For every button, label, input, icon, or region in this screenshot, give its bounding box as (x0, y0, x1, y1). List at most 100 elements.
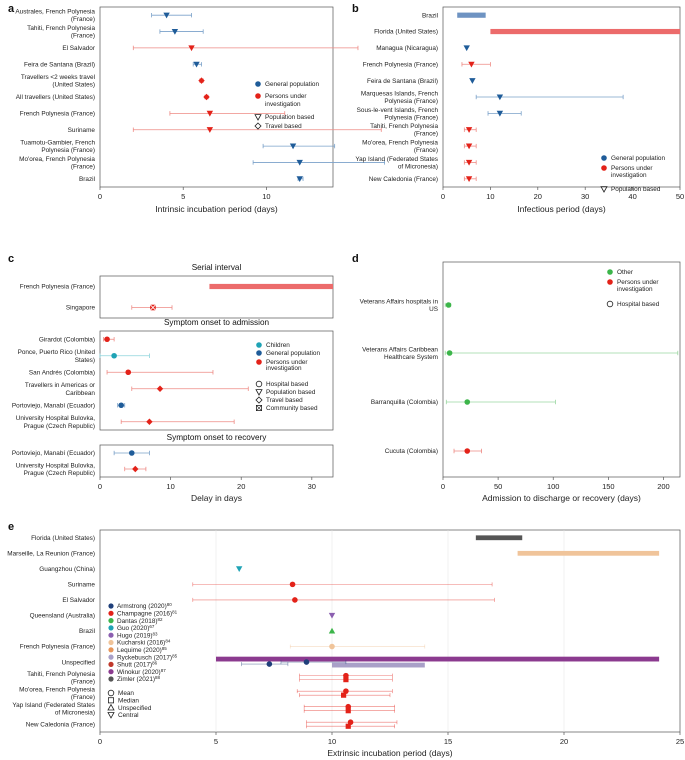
panel-e-xtick-label-5: 25 (676, 737, 684, 746)
panel-a-point-6-marker (206, 110, 214, 117)
panel-c-legend-children-label: Children (266, 342, 290, 349)
panel-a-point-7-marker (206, 127, 214, 133)
panel-c-s1-row-label-1-line-1: States) (75, 357, 95, 364)
panel-b-row-label-6-line-0: Sous-le-vent Islands, French (357, 107, 439, 114)
panel-e-legend-ref-5: 84 (165, 639, 171, 644)
panel-d-legend-persons-label: Persons under (617, 279, 659, 286)
panel-e-mark-5-marker (328, 612, 336, 619)
panel-e-mark-17-marker (345, 708, 351, 714)
panel-e-legend-swatch-3 (108, 625, 114, 631)
panel-b-point-3-marker (468, 61, 475, 68)
panel-e-legend-swatch-9 (108, 669, 114, 675)
panel-a-legend-persons-label: Persons under (265, 93, 307, 100)
panel-c-legend-population-swatch (255, 389, 263, 396)
panel-e-mark-1-bar (517, 550, 660, 556)
panel-d-row-label-1-line-1: Healthcare System (384, 354, 438, 361)
panel-e-legend-label-10: Zimler (2021)88 (117, 675, 161, 683)
panel-e-legend-ref-7: 85 (172, 653, 178, 658)
panel-e-row-label-12: New Caledonia (France) (26, 721, 95, 728)
panel-a-point-8-marker (289, 143, 297, 150)
panel-e-mark-0-bar (475, 535, 523, 541)
panel-c-legend-persons-label: Persons under (266, 359, 308, 366)
panel-e-xtick-label-3: 15 (444, 737, 452, 746)
panel-d-letter: d (352, 253, 359, 265)
panel-b-xtick-label-1: 10 (486, 192, 494, 201)
panel-e-legend-label-2: Dantas (2018)82 (117, 617, 163, 625)
panel-e-mark-11-marker (303, 659, 310, 665)
panel-d-xtick-label-1: 50 (494, 482, 502, 491)
panel-b-row-label-5-line-0: Marquesas Islands, French (361, 90, 439, 97)
panel-b-frame (442, 6, 681, 188)
panel-a-point-10-marker (296, 176, 303, 183)
panel-a-row-label-6: French Polynesia (France) (20, 111, 95, 118)
panel-c-section-title-2: Symptom onset to recovery (167, 433, 268, 442)
panel-b-point-1-bar (490, 28, 680, 35)
panel-c-s2-point-0-marker (128, 450, 135, 456)
panel-e-mark-9-bar (332, 662, 425, 668)
panel-e-xtick-label-2: 10 (328, 737, 336, 746)
panel-a-row-label-8-line-0: Tuamotu-Gambier, French (20, 139, 95, 146)
panel-e-shape-legend-2-label: Unspecified (118, 705, 152, 712)
panel-d-xlabel: Admission to discharge or recovery (days… (482, 493, 641, 503)
panel-c-s1-row-label-5-line-1: Prague (Czech Republic) (24, 423, 95, 430)
panel-b-point-10-marker (465, 176, 473, 183)
panel-b-legend-general-label: General population (611, 155, 665, 162)
panel-e-legend-swatch-2 (108, 618, 114, 624)
panel-c-s1-point-3-marker (156, 385, 164, 392)
panel-b-point-7-marker (465, 127, 473, 133)
panel-c-legend-hospital-swatch (255, 380, 263, 388)
panel-c-s0-point-1-marker-cross (149, 304, 157, 311)
panel-e-legend-label-5: Kucharski (2016)84 (117, 639, 171, 647)
panel-e-shape-legend-3-label: Central (118, 712, 139, 719)
panel-b-legend-population-swatch (600, 186, 608, 193)
panel-e-shape-legend-0-label: Mean (118, 690, 134, 697)
panel-a-legend-persons-swatch (255, 93, 261, 99)
panel-b-row-label-3: French Polynesia (France) (363, 61, 438, 68)
panel-a-point-1-marker (171, 28, 179, 35)
panel-b-xtick-label-5: 50 (676, 192, 684, 201)
panel-b-row-label-0: Brazil (422, 12, 438, 19)
panel-e-legend-swatch-10 (108, 676, 114, 682)
panel-e-row-label-6: Brazil (79, 628, 95, 635)
panel-a-row-label-5: All travellers (United States) (16, 94, 95, 101)
panel-e-legend-ref-6: 85 (162, 646, 168, 651)
panel-e-mark-6-marker (328, 627, 336, 634)
panel-e-mark-3-marker (289, 581, 296, 588)
panel-b-row-label-6-line-1: Polynesia (France) (384, 114, 438, 121)
panel-b-xlabel: Infectious period (days) (517, 204, 606, 214)
panel-d-point-0-marker (445, 302, 452, 308)
panel-e-row-label-7: French Polynesia (France) (20, 644, 95, 651)
panel-c-legend-hospital-label: Hospital based (266, 381, 309, 388)
panel-d-legend-other-label: Other (617, 269, 634, 276)
panel-c-s2-point-1-marker (132, 465, 139, 473)
panel-c-section-title-1: Symptom onset to admission (164, 318, 270, 327)
panel-e-mark-7-marker (329, 643, 335, 650)
panel-e-legend-label-9: Winokur (2020)87 (117, 668, 166, 676)
panel-e-row-label-3: Suriname (68, 582, 96, 589)
panel-c-legend-children-swatch (256, 342, 262, 348)
panel-c-legend-community-swatch-cross (256, 405, 262, 411)
panel-e-legend-ref-10: 88 (155, 675, 161, 680)
panel-d-xtick-label-4: 200 (657, 482, 670, 491)
panel-e-row-label-10-line-1: (France) (71, 694, 95, 701)
panel-e-xtick-label-1: 5 (214, 737, 218, 746)
panel-d-row-label-2: Barranquilla (Colombia) (371, 399, 438, 406)
panel-c-s1-row-label-3-line-0: Travellers in Americas or (25, 382, 96, 389)
panel-d-point-3-marker (464, 448, 471, 454)
panel-b-xtick-label-2: 20 (534, 192, 542, 201)
panel-c-s0-row-label-1: Singapore (66, 305, 96, 312)
panel-c-xtick-label-1: 10 (166, 482, 174, 491)
panel-a-row-label-4-line-1: (United States) (52, 82, 95, 89)
panel-e-row-label-11-line-1: of Micronesia) (55, 710, 95, 717)
panel-d-row-label-1-line-0: Veterans Affairs Caribbean (362, 346, 438, 353)
panel-a-legend-persons-line2: investigation (265, 101, 301, 108)
panel-e-legend-label-8: Shutt (2017)86 (117, 661, 158, 669)
panel-a-point-2-marker (188, 45, 195, 52)
panel-b-point-0-bar (457, 12, 486, 18)
panel-e-xlabel: Extrinsic incubation period (days) (327, 748, 452, 758)
panel-a-row-label-2: El Salvador (62, 45, 96, 52)
panel-e-legend-label-6: Lequime (2020)85 (117, 646, 167, 654)
panel-c-xtick-label-0: 0 (98, 482, 102, 491)
panel-b-point-9-marker (465, 159, 473, 166)
